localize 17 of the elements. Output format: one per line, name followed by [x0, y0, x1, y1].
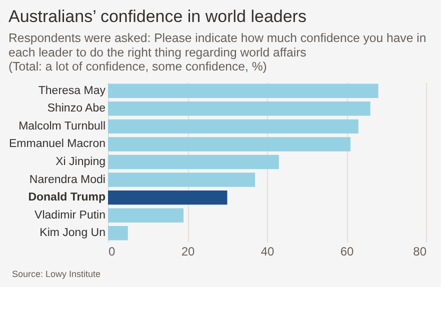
- y-tick-label: Vladimir Putin: [34, 209, 106, 222]
- y-tick-label: Theresa May: [38, 84, 106, 97]
- y-tick-label: Donald Trump: [28, 192, 106, 204]
- x-tick-label: 0: [108, 244, 116, 258]
- x-tick-label: 60: [340, 244, 354, 258]
- y-tick-label: Shinzo Abe: [47, 102, 106, 115]
- y-tick-label: Xi Jinping: [56, 156, 106, 168]
- y-tick-label: Emmanuel Macron: [8, 138, 106, 150]
- source-note: Source: Lowy Institute: [12, 269, 101, 279]
- x-tick-label: 20: [181, 244, 195, 258]
- y-tick-label: Kim Jong Un: [40, 227, 106, 240]
- chart-subtitle: Respondents were asked: Please indicate how much confidence you have in each leader to do the right thing regarding world affairs (Total: a lot of confidence, some confidence, %): [8, 31, 426, 74]
- y-tick-label: Malcolm Turnbull: [18, 120, 106, 132]
- x-tick-label: 40: [260, 244, 274, 258]
- x-tick-label: 80: [413, 244, 427, 258]
- y-tick-label: Narendra Modi: [29, 174, 106, 186]
- chart-title: Australians’ confidence in world leaders: [8, 7, 306, 26]
